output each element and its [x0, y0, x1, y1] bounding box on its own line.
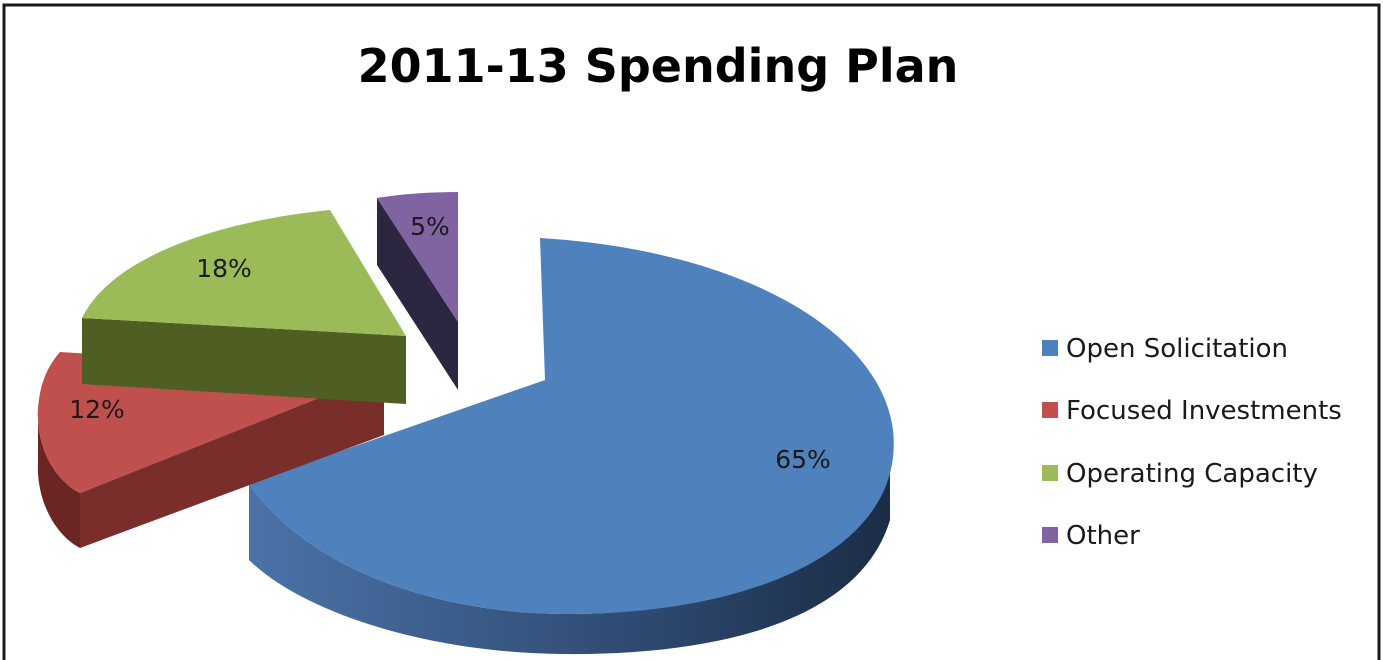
chart-title: 2011-13 Spending Plan	[358, 39, 959, 93]
slice-operating-capacity-top	[82, 210, 406, 336]
slice-operating-capacity	[82, 210, 406, 404]
legend-label: Other	[1066, 521, 1140, 551]
legend: Open Solicitation Focused Investments Op…	[1042, 334, 1342, 551]
data-label-open-solicitation: 65%	[775, 445, 831, 474]
legend-item: Focused Investments	[1042, 396, 1342, 426]
data-label-other: 5%	[410, 212, 450, 241]
legend-item: Open Solicitation	[1042, 334, 1288, 364]
legend-label: Open Solicitation	[1066, 334, 1288, 364]
data-label-operating-capacity: 18%	[196, 254, 252, 283]
legend-swatch	[1042, 527, 1058, 543]
legend-label: Focused Investments	[1066, 396, 1342, 426]
slice-open-solicitation-top	[249, 238, 894, 615]
slice-open-solicitation	[249, 238, 894, 655]
data-label-focused-investments: 12%	[69, 395, 125, 424]
slice-focused-investments-front	[80, 372, 384, 548]
legend-swatch	[1042, 402, 1058, 418]
slice-other-top	[377, 192, 458, 322]
legend-swatch	[1042, 465, 1058, 481]
legend-item: Other	[1042, 521, 1140, 551]
slice-other-side	[377, 198, 458, 390]
slice-open-solicitation-side	[249, 442, 890, 655]
slice-other	[377, 192, 458, 390]
legend-label: Operating Capacity	[1066, 459, 1318, 489]
slice-focused-investments-side	[37, 408, 80, 548]
legend-item: Operating Capacity	[1042, 459, 1318, 489]
chart-border	[2, 3, 1381, 660]
slice-operating-capacity-front	[82, 318, 406, 404]
legend-swatch	[1042, 340, 1058, 356]
